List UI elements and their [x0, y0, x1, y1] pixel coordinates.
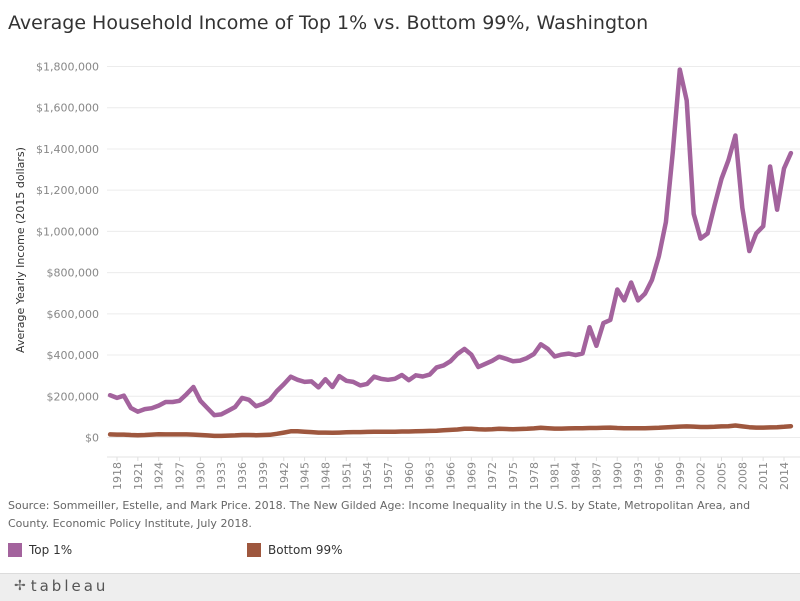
x-tick-label: 1936	[236, 462, 249, 490]
footer-bar: ✢ tableau	[0, 573, 800, 601]
y-tick-label: $800,000	[47, 267, 100, 280]
legend-swatch-top1	[8, 543, 22, 557]
x-tick-label: 1924	[153, 462, 166, 490]
y-axis-ticks: $0 $200,000 $400,000 $600,000 $800,000 $1,000…	[36, 61, 99, 445]
y-tick-label: $0	[85, 432, 99, 445]
x-tick-label: 1966	[445, 462, 458, 490]
x-tick-label: 1957	[382, 462, 395, 490]
x-tick-label: 2005	[715, 462, 728, 490]
x-tick-label: 1945	[299, 462, 312, 490]
x-tick-label: 1921	[132, 462, 145, 490]
legend-label-bottom99: Bottom 99%	[268, 543, 343, 557]
x-tick-label: 1918	[111, 462, 124, 490]
x-tick-label: 1996	[653, 462, 666, 490]
x-tick-label: 1981	[549, 462, 562, 490]
y-tick-label: $200,000	[47, 390, 100, 403]
series-lines	[107, 67, 794, 439]
line-chart: $0 $200,000 $400,000 $600,000 $800,000 $1,000…	[14, 61, 800, 490]
y-tick-label: $600,000	[47, 308, 100, 321]
chart-title: Average Household Income of Top 1% vs. B…	[8, 12, 649, 34]
x-tick-label: 1930	[194, 462, 207, 490]
x-axis-ticks: 1918 1921 1924 1927 1930 1933 1936 1939 1942 1945…	[111, 457, 791, 490]
x-tick-label: 1933	[215, 462, 228, 490]
x-tick-label: 2002	[695, 462, 708, 490]
x-tick-label: 1999	[674, 462, 687, 490]
series-line-bottom99[interactable]	[107, 423, 794, 439]
legend-item-bottom99[interactable]: Bottom 99%	[247, 543, 343, 557]
series-line-top1[interactable]	[107, 67, 794, 418]
x-tick-label: 1939	[257, 462, 270, 490]
x-tick-label: 1927	[174, 462, 187, 490]
x-tick-label: 1984	[570, 462, 583, 490]
x-tick-label: 2008	[736, 462, 749, 490]
y-tick-label: $1,400,000	[36, 143, 99, 156]
x-tick-label: 1978	[528, 462, 541, 490]
x-tick-label: 1987	[590, 462, 603, 490]
logo-text: tableau	[30, 577, 109, 595]
y-tick-label: $1,000,000	[36, 225, 99, 238]
y-tick-label: $1,200,000	[36, 184, 99, 197]
x-tick-label: 1963	[424, 462, 437, 490]
x-tick-label: 2014	[778, 462, 791, 490]
y-tick-label: $400,000	[47, 349, 100, 362]
x-tick-label: 1960	[403, 462, 416, 490]
y-tick-label: $1,800,000	[36, 61, 99, 74]
y-axis-label: Average Yearly Income (2015 dollars)	[14, 147, 27, 353]
x-tick-label: 1954	[361, 462, 374, 490]
x-tick-label: 1969	[465, 462, 478, 490]
x-tick-label: 1951	[340, 462, 353, 490]
x-tick-label: 1993	[632, 462, 645, 490]
gridlines	[107, 66, 800, 438]
legend-item-top1[interactable]: Top 1%	[8, 543, 72, 557]
tableau-logo[interactable]: ✢ tableau	[14, 577, 108, 595]
legend-swatch-bottom99	[247, 543, 261, 557]
y-tick-label: $1,600,000	[36, 102, 99, 115]
source-note: Source: Sommeiller, Estelle, and Mark Pr…	[8, 499, 751, 530]
x-tick-label: 1990	[611, 462, 624, 490]
x-tick-label: 1948	[319, 462, 332, 490]
x-tick-label: 1942	[278, 462, 291, 490]
tableau-logo-icon: ✢	[14, 578, 26, 594]
x-tick-label: 1975	[507, 462, 520, 490]
legend-label-top1: Top 1%	[29, 543, 73, 557]
x-tick-label: 2011	[757, 462, 770, 490]
x-tick-label: 1972	[486, 462, 499, 490]
